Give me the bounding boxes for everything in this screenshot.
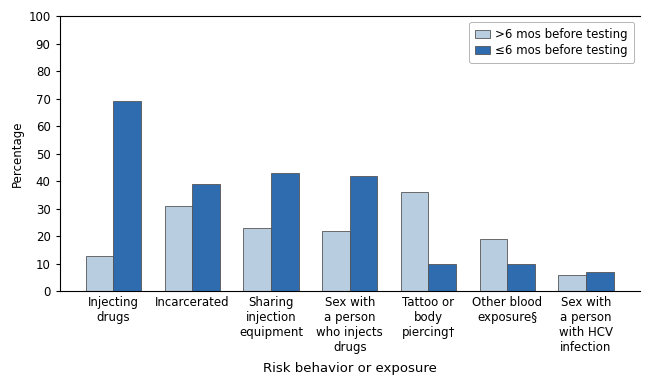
X-axis label: Risk behavior or exposure: Risk behavior or exposure bbox=[263, 362, 437, 375]
Bar bbox=[271, 173, 299, 291]
Bar bbox=[401, 192, 428, 291]
Bar bbox=[243, 228, 271, 291]
Bar bbox=[192, 184, 220, 291]
Legend: >6 mos before testing, ≤6 mos before testing: >6 mos before testing, ≤6 mos before tes… bbox=[469, 22, 634, 63]
Y-axis label: Percentage: Percentage bbox=[11, 120, 24, 187]
Bar bbox=[428, 264, 456, 291]
Bar bbox=[559, 275, 586, 291]
Bar bbox=[350, 176, 378, 291]
Bar bbox=[86, 256, 113, 291]
Bar bbox=[322, 231, 350, 291]
Bar bbox=[480, 239, 507, 291]
Bar bbox=[507, 264, 534, 291]
Bar bbox=[165, 206, 192, 291]
Bar bbox=[113, 102, 141, 291]
Bar bbox=[586, 272, 613, 291]
